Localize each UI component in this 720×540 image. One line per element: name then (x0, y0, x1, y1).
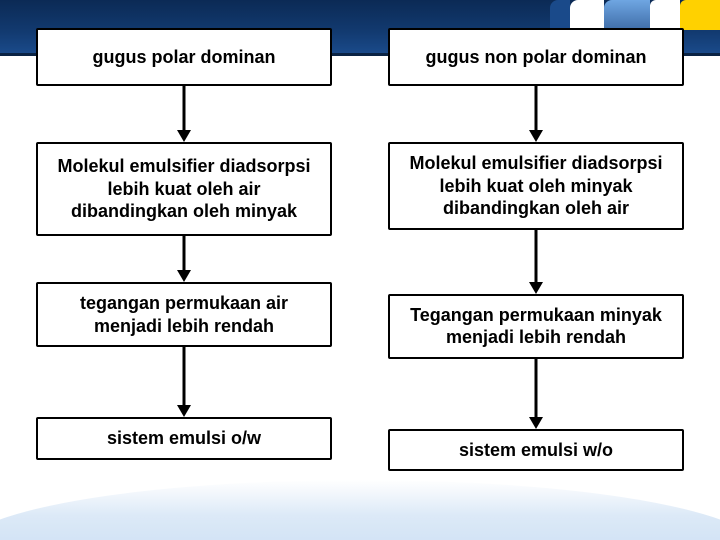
node-l4: sistem emulsi o/w (36, 417, 332, 460)
arrow-r2-r3 (388, 230, 684, 294)
arrow-r3-r4 (388, 359, 684, 429)
node-r2-text: Molekul emulsifier diadsorpsi lebih kuat… (404, 152, 668, 220)
arrow-l1-l2 (36, 86, 332, 142)
node-l1-text: gugus polar dominan (93, 46, 276, 69)
node-r4-text: sistem emulsi w/o (459, 439, 613, 462)
header-corner-decoration (550, 0, 720, 30)
node-r3: Tegangan permukaan minyak menjadi lebih … (388, 294, 684, 359)
node-r1: gugus non polar dominan (388, 28, 684, 86)
node-r3-text: Tegangan permukaan minyak menjadi lebih … (404, 304, 668, 349)
node-l3: tegangan permukaan air menjadi lebih ren… (36, 282, 332, 347)
left-column: gugus polar dominan Molekul emulsifier d… (36, 28, 332, 540)
node-r1-text: gugus non polar dominan (426, 46, 647, 69)
right-column: gugus non polar dominan Molekul emulsifi… (388, 28, 684, 540)
flowchart: gugus polar dominan Molekul emulsifier d… (0, 28, 720, 540)
node-l4-text: sistem emulsi o/w (107, 427, 261, 450)
node-r2: Molekul emulsifier diadsorpsi lebih kuat… (388, 142, 684, 230)
node-l1: gugus polar dominan (36, 28, 332, 86)
arrow-l3-l4 (36, 347, 332, 417)
node-r4: sistem emulsi w/o (388, 429, 684, 472)
node-l2-text: Molekul emulsifier diadsorpsi lebih kuat… (52, 155, 316, 223)
arrow-l2-l3 (36, 236, 332, 282)
arrow-r1-r2 (388, 86, 684, 142)
node-l2: Molekul emulsifier diadsorpsi lebih kuat… (36, 142, 332, 236)
node-l3-text: tegangan permukaan air menjadi lebih ren… (52, 292, 316, 337)
